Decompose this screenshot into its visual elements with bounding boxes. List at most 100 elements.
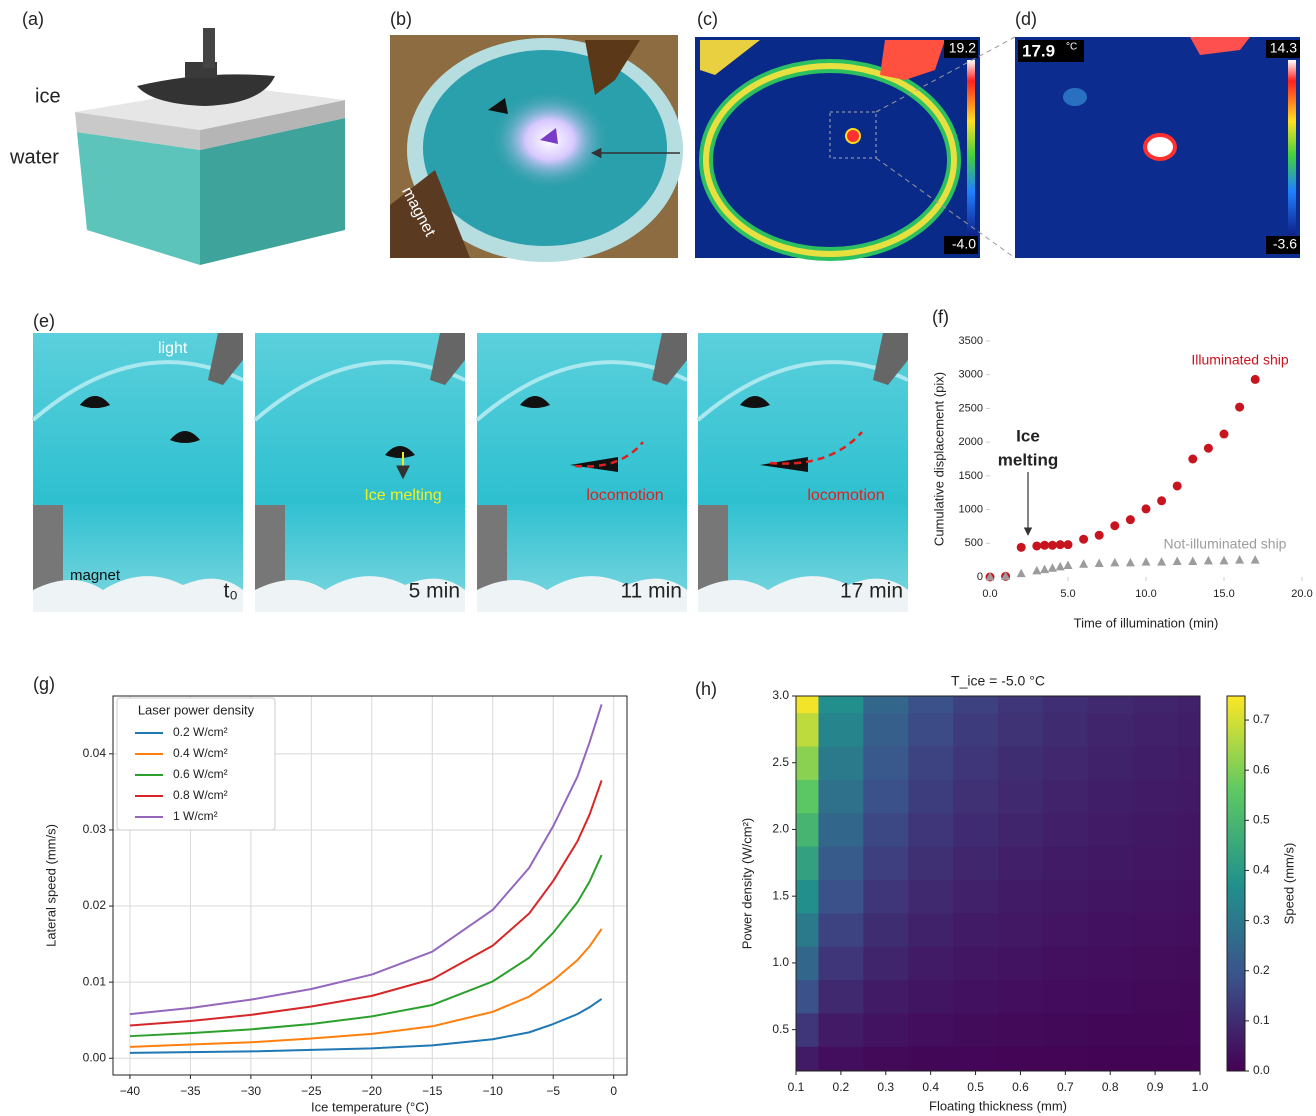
y-axis-label: Cumulative displacement (pix) (931, 372, 946, 546)
y-tick-label: 1.5 (772, 888, 789, 902)
panel-c: (c) 19.2 -4.0 (695, 9, 1015, 258)
ice-chunks (33, 576, 243, 612)
annotation: Ice (1016, 426, 1040, 445)
cell (1088, 779, 1133, 813)
point (1110, 558, 1119, 567)
cell (953, 980, 998, 1014)
point (1017, 569, 1026, 578)
panel-label: (a) (22, 9, 44, 29)
x-axis-label: Ice temperature (°C) (311, 1099, 429, 1114)
cell (998, 946, 1043, 980)
legend-label: 0.6 W/cm² (173, 767, 228, 781)
point (1056, 540, 1065, 549)
spot-temp: 17.9 (1022, 41, 1055, 60)
colorbar-tick-label: 0.6 (1253, 762, 1270, 776)
x-tick-label: −30 (241, 1084, 262, 1098)
y-tick-label: 0.00 (83, 1050, 107, 1064)
cell (1043, 879, 1088, 913)
y-tick-label: 500 (965, 537, 983, 549)
cell (908, 813, 953, 847)
ship-shadow (1063, 88, 1087, 106)
point (1126, 558, 1135, 567)
chart-title: T_ice = -5.0 °C (951, 673, 1045, 689)
water-front (77, 132, 200, 265)
x-tick-label: 0.4 (922, 1080, 939, 1094)
y-tick-label: 0.5 (772, 1022, 789, 1036)
cell (1088, 913, 1133, 947)
cell (1088, 946, 1133, 980)
cell (863, 779, 908, 813)
cell (1088, 746, 1133, 780)
x-tick-label: 0.3 (877, 1080, 894, 1094)
point (1079, 559, 1088, 568)
x-tick-label: −10 (483, 1084, 504, 1098)
photo-frame: 17 minlocomotion (698, 333, 908, 612)
cell (953, 746, 998, 780)
figure: (a) ice water (b) magnet (c) (0, 0, 1316, 1116)
cell (1133, 1013, 1178, 1047)
point (1220, 430, 1229, 439)
scale-min: -3.6 (1273, 236, 1297, 252)
point (1079, 535, 1088, 544)
cell (953, 879, 998, 913)
cell (1133, 879, 1178, 913)
point (1204, 556, 1213, 565)
annotation: locomotion (586, 487, 663, 504)
point (1040, 565, 1049, 574)
x-tick-label: −40 (120, 1084, 141, 1098)
cell (953, 779, 998, 813)
hot-spot (1145, 135, 1175, 159)
cell (863, 846, 908, 880)
point (1095, 559, 1104, 568)
cell (1088, 879, 1133, 913)
point (1064, 561, 1073, 570)
x-tick-label: 0.6 (1012, 1080, 1029, 1094)
point (1032, 541, 1041, 550)
annotation: melting (998, 450, 1058, 469)
x-tick-label: 0.0 (982, 588, 997, 600)
cell (998, 980, 1043, 1014)
cell (908, 746, 953, 780)
point (1040, 541, 1049, 550)
panel-label: (h) (695, 679, 717, 699)
x-tick-label: 1.0 (1192, 1080, 1209, 1094)
thermal-scale (1288, 60, 1296, 235)
y-tick-label: 2500 (959, 402, 983, 414)
cell (818, 980, 863, 1014)
cell (863, 980, 908, 1014)
time-label: 11 min (621, 580, 682, 603)
x-tick-label: −5 (546, 1084, 560, 1098)
line (130, 855, 602, 1036)
point (1126, 515, 1135, 524)
cell (1133, 980, 1178, 1014)
line (130, 929, 602, 1047)
scale-max: 19.2 (949, 40, 976, 56)
point (1157, 496, 1166, 505)
cell (953, 1046, 998, 1080)
legend-label: 1 W/cm² (173, 809, 218, 823)
y-tick-label: 3000 (959, 369, 983, 381)
cell (1043, 1046, 1088, 1080)
label-water: water (9, 146, 59, 168)
y-tick-label: 0 (977, 571, 983, 583)
cell (1133, 713, 1178, 747)
cell (908, 1013, 953, 1047)
cell (1133, 813, 1178, 847)
cell (818, 1013, 863, 1047)
cell (818, 813, 863, 847)
cell (818, 746, 863, 780)
panel-label: (d) (1015, 9, 1037, 29)
cell (998, 846, 1043, 880)
legend-label: 0.2 W/cm² (173, 725, 228, 739)
cell (1088, 813, 1133, 847)
x-tick-label: 0.9 (1147, 1080, 1164, 1094)
colorbar-label: Speed (mm/s) (1281, 843, 1296, 925)
photo-frame: 11 min locomotion (477, 333, 687, 612)
colorbar-tick-label: 0.0 (1253, 1063, 1270, 1077)
cell (863, 1046, 908, 1080)
point (1064, 540, 1073, 549)
page: {"panels": { "a": {"label": "(a)", "ice"… (0, 0, 1316, 1116)
y-tick-label: 3500 (959, 335, 983, 347)
heatmap (774, 679, 1223, 1080)
